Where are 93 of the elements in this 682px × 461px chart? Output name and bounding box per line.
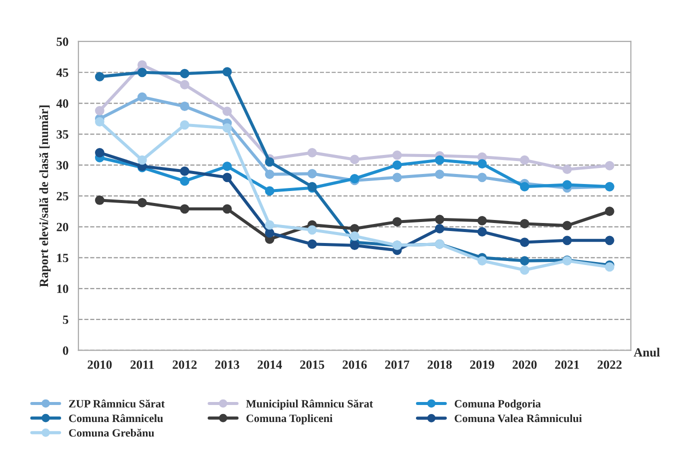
point (180, 204, 190, 214)
x-tick-label: 2021 (555, 360, 579, 369)
point (264, 186, 274, 196)
y-axis-title: Raport elevi/sală de clasă [număr] (39, 106, 51, 288)
x-tick-label: 2018 (428, 360, 452, 369)
point (350, 154, 360, 164)
x-tick-label: 2015 (300, 360, 324, 369)
legend-label: Comuna Râmnicelu (69, 414, 163, 422)
point (477, 227, 487, 236)
point (94, 106, 104, 116)
point (350, 240, 360, 250)
point (307, 239, 317, 249)
y-tick-label: 40 (56, 99, 68, 108)
point (137, 68, 147, 78)
point (94, 148, 104, 158)
point (392, 160, 402, 170)
point (604, 160, 614, 170)
point (180, 166, 190, 176)
x-tick-label: 2012 (172, 360, 197, 369)
y-tick-label: 50 (56, 38, 68, 46)
point (264, 157, 274, 167)
y-tick-label: 5 (62, 316, 68, 324)
point (222, 162, 232, 171)
x-tick-label: 2020 (512, 360, 537, 369)
point (264, 220, 274, 230)
point (222, 204, 232, 214)
legend-label: Comuna Topliceni (246, 414, 332, 424)
legend-label: Municipiul Râmnicu Sărat (246, 400, 374, 410)
point (562, 180, 572, 190)
point (477, 256, 487, 266)
point (477, 172, 487, 182)
point (520, 182, 530, 192)
point (477, 216, 487, 226)
point (434, 214, 444, 224)
point (604, 206, 614, 216)
point (137, 155, 147, 165)
x-tick-label: 2016 (342, 360, 367, 369)
point (307, 148, 317, 158)
point (222, 67, 232, 76)
point (392, 172, 402, 182)
x-tick-label: 2017 (385, 360, 410, 369)
point (94, 72, 104, 82)
point (434, 170, 444, 179)
y-tick-label: 20 (56, 222, 68, 232)
point (520, 256, 530, 266)
point (137, 198, 147, 208)
x-tick-label: 2014 (258, 360, 282, 369)
point (434, 224, 444, 234)
y-tick-label: 0 (62, 346, 68, 355)
y-tick-label: 10 (57, 284, 68, 294)
point (307, 225, 317, 235)
point (562, 220, 572, 230)
point (562, 236, 572, 246)
x-tick-label: 2010 (88, 360, 112, 369)
x-tick-label: 2019 (470, 360, 494, 369)
point (94, 117, 104, 126)
point (520, 155, 530, 165)
point (562, 164, 572, 174)
x-tick-label: 2022 (598, 360, 622, 369)
point (180, 176, 190, 186)
point (222, 172, 232, 182)
point (434, 155, 444, 165)
point (307, 169, 317, 178)
legend-label: Comuna Podgoria (454, 400, 541, 410)
point (520, 219, 530, 228)
point (180, 120, 190, 130)
point (264, 228, 274, 238)
point (180, 68, 190, 78)
legend-label: Comuna Grebănu (69, 428, 154, 437)
y-tick-label: 15 (57, 254, 68, 262)
point (222, 106, 232, 116)
point (520, 265, 530, 275)
point (180, 80, 190, 90)
point (520, 238, 530, 247)
x-axis-title: Anul (634, 348, 660, 357)
y-tick-label: 45 (56, 68, 68, 77)
point (222, 123, 232, 133)
point (392, 150, 402, 160)
point (180, 102, 190, 112)
point (392, 217, 402, 227)
point (94, 196, 104, 205)
y-tick-label: 25 (56, 192, 68, 200)
point (604, 236, 614, 246)
point (264, 170, 274, 179)
x-tick-label: 2011 (130, 360, 154, 369)
y-tick-label: 30 (56, 161, 68, 170)
x-tick-label: 2013 (215, 360, 240, 369)
point (350, 231, 360, 241)
legend-label: ZUP Râmnicu Sărat (69, 400, 165, 408)
point (477, 159, 487, 168)
y-tick-label: 35 (56, 130, 68, 139)
legend-label: Comuna Valea Râmnicului (454, 414, 582, 422)
point (137, 92, 147, 102)
